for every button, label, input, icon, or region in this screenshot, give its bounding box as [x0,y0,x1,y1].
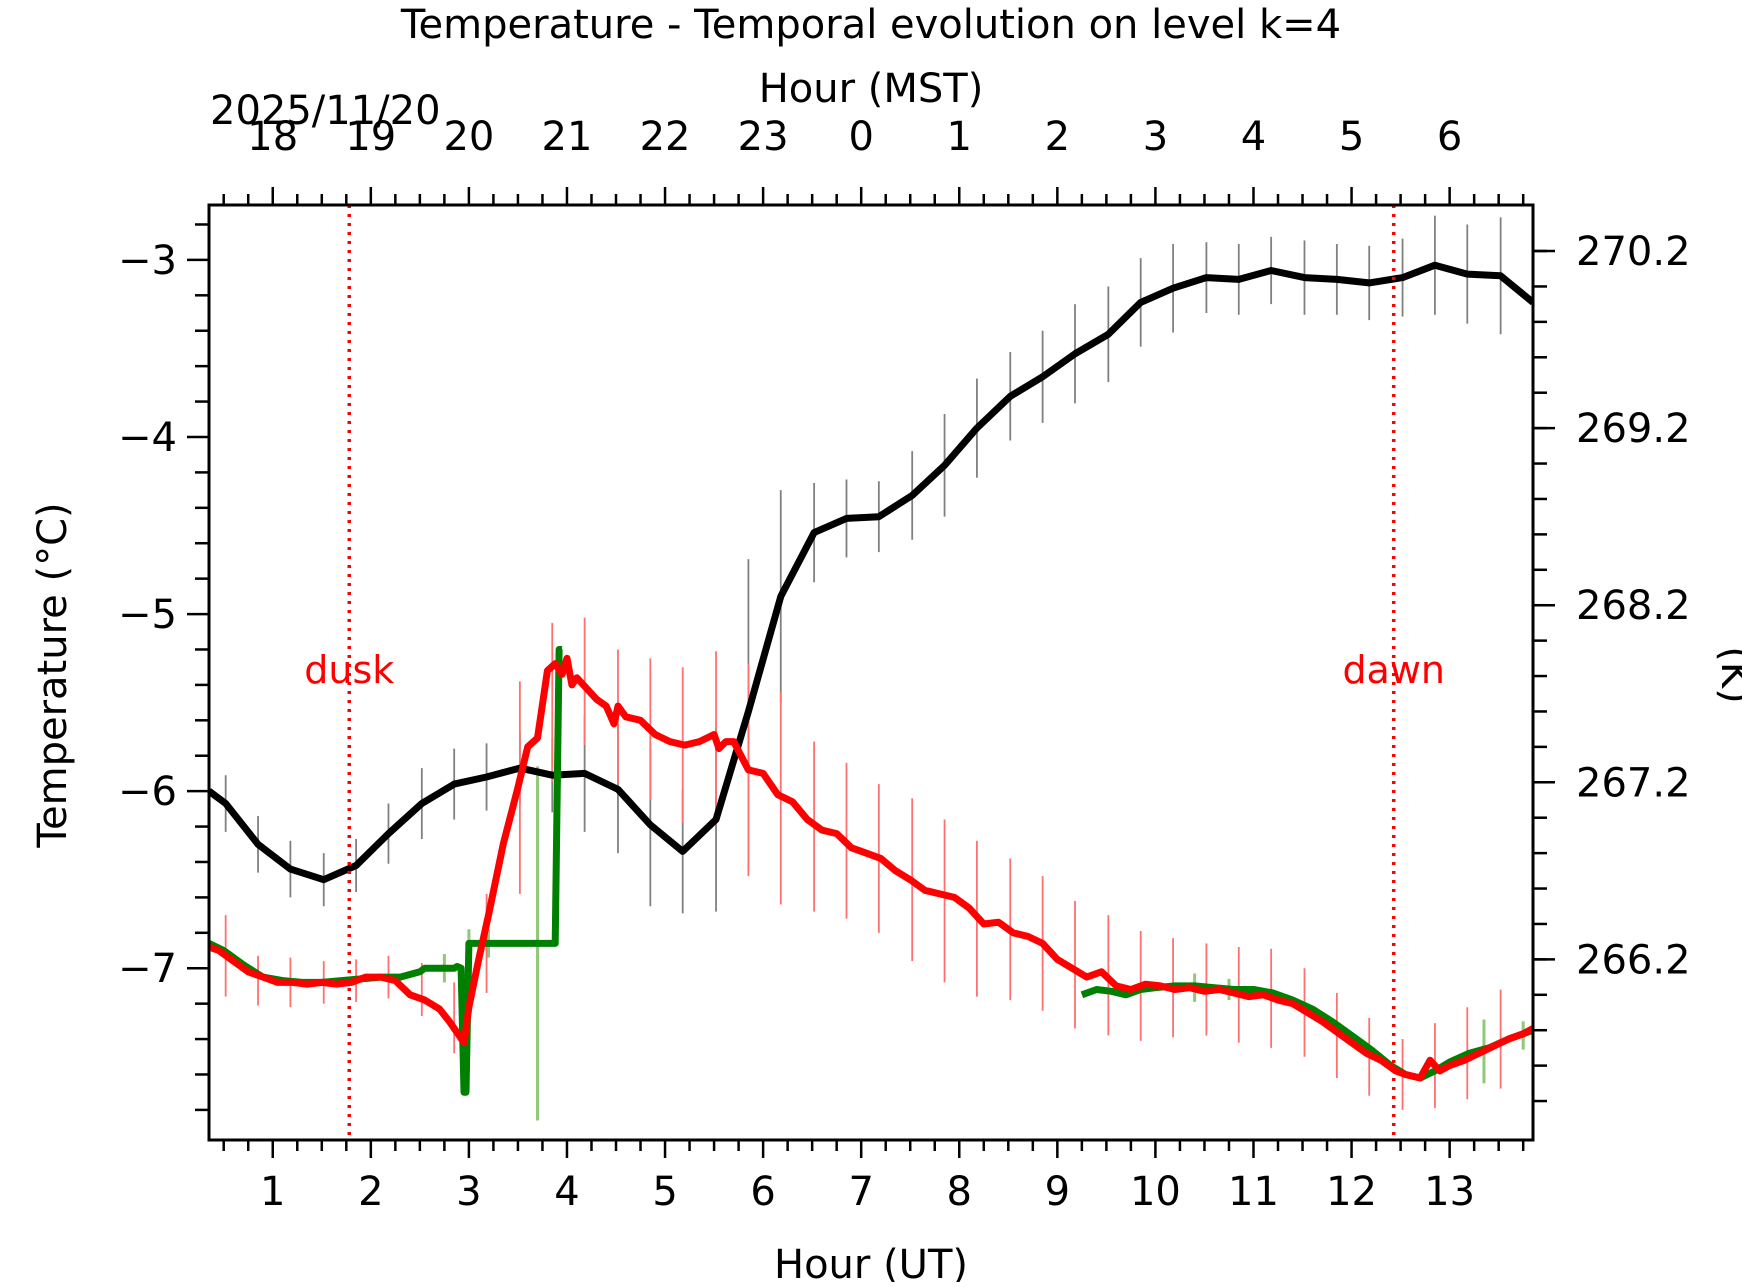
x-tick-label: 7 [848,1169,873,1215]
x-tick-label: 13 [1424,1169,1475,1215]
x-tick-label: 1 [260,1169,285,1215]
dusk-label: dusk [304,648,394,692]
top-tick-label: 18 [247,114,298,160]
y2-tick-label: 266.2 [1576,937,1691,983]
chart-title: Temperature - Temporal evolution on leve… [400,2,1341,48]
y2-axis-label: (K) [1712,646,1742,703]
top-tick-label: 6 [1437,114,1462,160]
plot-data-group [209,215,1533,1121]
top-tick-label: 22 [640,114,691,160]
x-tick-label: 10 [1130,1169,1181,1215]
top-tick-label: 21 [542,114,593,160]
red-series-line [209,654,1533,1082]
top-tick-label: 1 [947,114,972,160]
dawn-label: dawn [1342,648,1445,692]
top-tick-label: 4 [1241,114,1266,160]
x-tick-label: 12 [1326,1169,1377,1215]
x-tick-label: 3 [456,1169,481,1215]
y-axis-label: Temperature (°C) [30,502,76,848]
top-axis-label: Hour (MST) [759,66,984,112]
top-tick-label: 20 [443,114,494,160]
x-tick-label: 11 [1228,1169,1279,1215]
top-tick-label: 2 [1045,114,1070,160]
x-tick-label: 6 [750,1169,775,1215]
y-tick-label: −3 [118,238,177,284]
y2-tick-label: 270.2 [1576,229,1691,275]
y2-tick-label: 269.2 [1576,406,1691,452]
y2-tick-label: 267.2 [1576,760,1691,806]
y-tick-label: −5 [118,592,177,638]
top-tick-label: 3 [1143,114,1168,160]
top-tick-label: 0 [848,114,873,160]
x-tick-label: 5 [652,1169,677,1215]
x-tick-label: 9 [1045,1169,1070,1215]
top-tick-label: 19 [345,114,396,160]
x-axis-label: Hour (UT) [774,1242,968,1282]
plot-frame [207,203,1535,1142]
y-tick-label: −7 [118,946,177,992]
top-tick-label: 5 [1339,114,1364,160]
black-series-line [209,261,1533,884]
x-tick-label: 4 [554,1169,579,1215]
top-tick-label: 23 [738,114,789,160]
y-tick-label: −4 [118,415,177,461]
y2-tick-label: 268.2 [1576,583,1691,629]
x-tick-label: 2 [358,1169,383,1215]
top-axis-date: 2025/11/20 [210,88,441,134]
y-tick-label: −6 [118,769,177,815]
x-tick-label: 8 [947,1169,972,1215]
